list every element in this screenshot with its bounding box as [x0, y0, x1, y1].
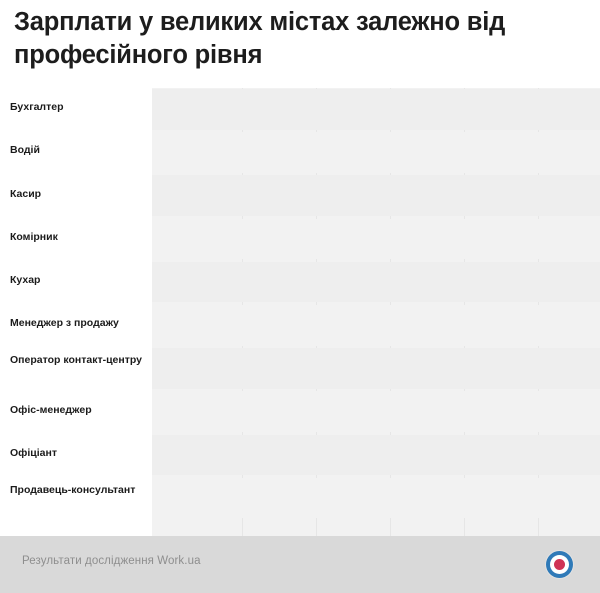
logo-center-dot	[554, 559, 565, 570]
row-band	[152, 132, 600, 173]
job-title-label: Водій	[10, 144, 40, 157]
job-title-label: Менеджер з продажу	[10, 317, 119, 330]
work-ua-logo-icon	[546, 551, 573, 578]
job-title-label: Бухгалтер	[10, 101, 64, 114]
row-band	[152, 175, 600, 216]
page-title: Зарплати у великих містах залежно від пр…	[14, 8, 506, 69]
job-title-label: Офіс-менеджер	[10, 403, 92, 416]
job-title-label: Оператор контакт-центру	[10, 353, 142, 366]
job-title-label: Касир	[10, 187, 42, 200]
row-band	[152, 434, 600, 476]
job-title-label: Кухар	[10, 274, 41, 287]
job-title-label: Комірник	[10, 230, 58, 243]
job-title-label: Офіціант	[10, 446, 57, 459]
row-band	[152, 305, 600, 346]
row-band	[152, 477, 600, 519]
row-band	[152, 89, 600, 130]
row-band	[152, 261, 600, 303]
row-band	[152, 218, 600, 260]
row-band	[152, 348, 600, 389]
footer-bar: Результати дослідження Work.ua	[0, 536, 600, 593]
source-caption: Результати дослідження Work.ua	[22, 555, 201, 567]
job-title-label: Продавець-консультант	[10, 483, 136, 496]
row-band	[152, 391, 600, 432]
